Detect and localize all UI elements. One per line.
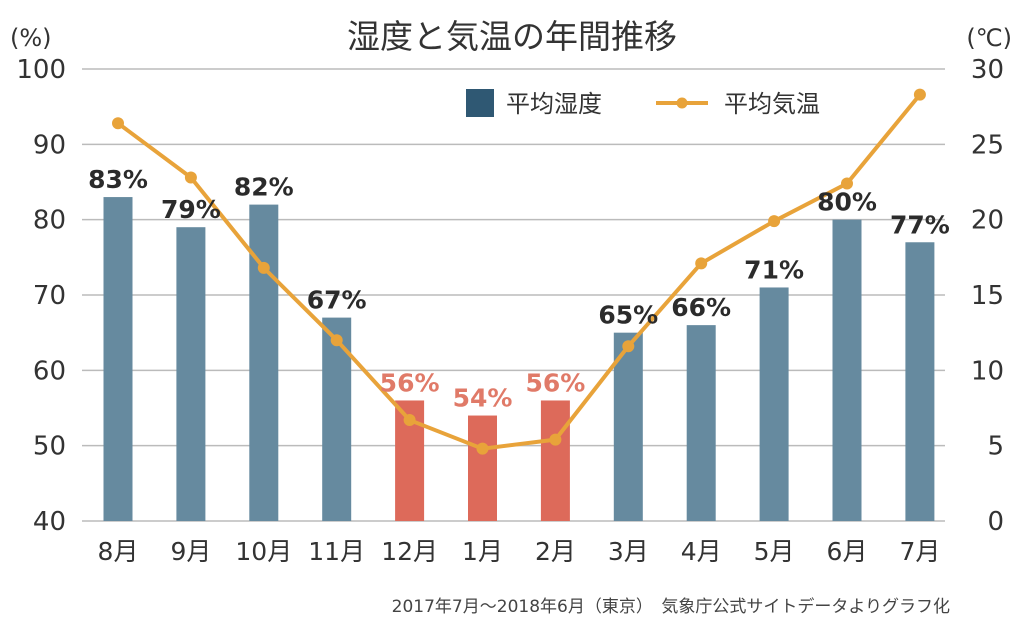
humidity-bar <box>905 242 935 521</box>
humidity-data-label: 77% <box>890 210 950 239</box>
left-tick-label: 80 <box>33 206 66 236</box>
right-tick-label: 20 <box>971 206 1004 236</box>
x-tick-label: 7月 <box>899 537 940 566</box>
humidity-data-label: 56% <box>525 368 585 397</box>
humidity-data-label: 82% <box>234 173 294 202</box>
x-tick-label: 11月 <box>308 537 365 566</box>
right-tick-label: 15 <box>971 281 1004 311</box>
humidity-bar <box>613 332 643 521</box>
right-tick-label: 10 <box>971 356 1004 386</box>
left-tick-label: 50 <box>33 432 66 462</box>
humidity-bar <box>176 227 206 521</box>
left-tick-label: 60 <box>33 356 66 386</box>
x-tick-label: 2月 <box>535 537 576 566</box>
humidity-data-label: 83% <box>88 165 148 194</box>
left-tick-label: 90 <box>33 130 66 160</box>
humidity-data-label: 80% <box>817 188 877 217</box>
humidity-bar <box>759 287 789 521</box>
temperature-point <box>184 171 197 184</box>
temperature-point <box>695 257 708 270</box>
grid-lines <box>82 68 945 522</box>
chart-title: 湿度と気温の年間推移 <box>347 17 677 56</box>
humidity-bar <box>832 219 862 521</box>
left-tick-label: 100 <box>16 55 66 85</box>
source-note: 2017年7月〜2018年6月（東京） 気象庁公式サイトデータよりグラフ化 <box>392 596 950 617</box>
humidity-bar <box>686 325 716 521</box>
humidity-data-label: 71% <box>744 255 804 284</box>
x-tick-label: 4月 <box>681 537 722 566</box>
left-tick-label: 40 <box>33 507 66 537</box>
humidity-data-label: 65% <box>598 301 658 330</box>
x-tick-label: 12月 <box>381 537 438 566</box>
x-tick-label: 3月 <box>608 537 649 566</box>
humidity-data-label: 67% <box>307 286 367 315</box>
legend-line-label: 平均気温 <box>724 90 820 118</box>
legend-line-dot <box>676 97 688 109</box>
humidity-data-label: 66% <box>671 293 731 322</box>
x-tick-label: 5月 <box>754 537 795 566</box>
x-tick-label: 9月 <box>170 537 211 566</box>
x-axis-ticks: 8月 9月 10月 11月 12月 1月 2月 3月 4月 5月 6月 7月 <box>98 537 941 566</box>
temperature-point <box>330 334 343 347</box>
right-tick-label: 0 <box>987 507 1004 537</box>
temperature-point <box>476 442 489 455</box>
humidity-bars <box>103 197 935 522</box>
temperature-point <box>841 177 853 190</box>
temperature-point <box>549 433 562 446</box>
humidity-bar <box>322 317 352 521</box>
legend-bar-label: 平均湿度 <box>506 90 602 118</box>
left-axis-unit: (%) <box>10 24 52 52</box>
temperature-point <box>768 215 781 228</box>
right-axis-ticks: 0 5 10 15 20 25 30 <box>971 55 1004 537</box>
legend: 平均湿度 平均気温 <box>466 89 820 118</box>
right-tick-label: 5 <box>987 432 1004 462</box>
legend-bar-swatch <box>466 89 494 117</box>
left-tick-label: 70 <box>33 281 66 311</box>
humidity-bar <box>249 204 279 521</box>
x-tick-label: 6月 <box>827 537 868 566</box>
humidity-data-label: 56% <box>380 368 440 397</box>
humidity-data-label: 79% <box>161 195 221 224</box>
right-axis-unit: (℃) <box>966 24 1012 52</box>
x-tick-label: 1月 <box>462 537 503 566</box>
humidity-labels: 83% 79% 82% 67% 56% 54% 56% 65% 66% 71% 80% 77% <box>88 165 950 412</box>
humidity-bar <box>540 400 570 521</box>
right-tick-label: 30 <box>971 55 1004 85</box>
x-tick-label: 8月 <box>98 537 139 566</box>
temperature-polyline <box>116 93 922 451</box>
x-tick-label: 10月 <box>235 537 292 566</box>
temperature-point <box>913 88 926 101</box>
humidity-data-label: 54% <box>453 384 513 413</box>
humidity-bar <box>468 415 497 521</box>
humidity-bar <box>103 197 133 522</box>
temperature-point <box>112 117 124 130</box>
left-axis-ticks: 40 50 60 70 80 90 100 <box>16 55 66 537</box>
temperature-line <box>112 88 926 455</box>
temperature-point <box>403 414 416 427</box>
temperature-point <box>257 261 270 274</box>
temperature-point <box>622 340 635 353</box>
right-tick-label: 25 <box>971 130 1004 160</box>
